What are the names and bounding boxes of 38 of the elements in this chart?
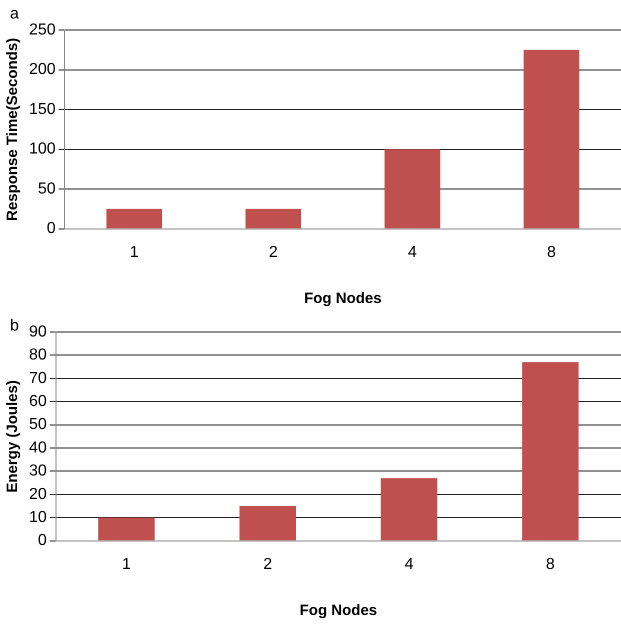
x-axis-title: Fog Nodes bbox=[300, 602, 378, 620]
y-tick-label: 60 bbox=[29, 393, 47, 410]
bar bbox=[524, 50, 580, 228]
x-tick-label: 4 bbox=[404, 556, 414, 573]
x-tick-label: 1 bbox=[122, 556, 131, 573]
y-tick-label: 20 bbox=[29, 486, 47, 503]
bar bbox=[380, 478, 438, 540]
x-tick-label: 1 bbox=[130, 244, 139, 261]
y-tick-label: 50 bbox=[29, 416, 47, 434]
x-axis-title: Fog Nodes bbox=[304, 290, 382, 308]
y-tick-label: 150 bbox=[28, 100, 56, 118]
y-tick-label: 50 bbox=[38, 180, 56, 198]
y-axis-title: Energy (Joules) bbox=[4, 380, 22, 493]
bar bbox=[384, 149, 440, 228]
bar bbox=[106, 208, 162, 228]
x-tick-label: 2 bbox=[268, 244, 278, 261]
bar bbox=[522, 362, 579, 540]
bar bbox=[98, 518, 155, 540]
x-tick-label: 4 bbox=[408, 244, 417, 261]
bar bbox=[245, 208, 302, 228]
x-tick-label: 8 bbox=[547, 244, 556, 261]
y-tick-label: 40 bbox=[29, 439, 47, 456]
text: a bbox=[10, 5, 19, 22]
y-tick-label: 200 bbox=[28, 61, 56, 78]
y-tick-label: 100 bbox=[28, 140, 56, 158]
x-tick-label: 2 bbox=[263, 556, 272, 573]
y-tick-label: 30 bbox=[29, 462, 47, 480]
y-tick-label: 80 bbox=[29, 346, 47, 364]
y-tick-label: 10 bbox=[29, 509, 47, 526]
bar bbox=[239, 506, 296, 540]
y-tick-label: 70 bbox=[29, 370, 47, 387]
y-tick-label: 250 bbox=[28, 21, 56, 38]
y-tick-label: 0 bbox=[38, 532, 47, 550]
x-tick-label: 8 bbox=[546, 556, 555, 573]
y-tick-label: 90 bbox=[29, 323, 47, 340]
y-axis-title: Response Time(Seconds) bbox=[4, 38, 22, 221]
y-tick-label: 0 bbox=[46, 220, 56, 238]
text: b bbox=[10, 317, 19, 334]
